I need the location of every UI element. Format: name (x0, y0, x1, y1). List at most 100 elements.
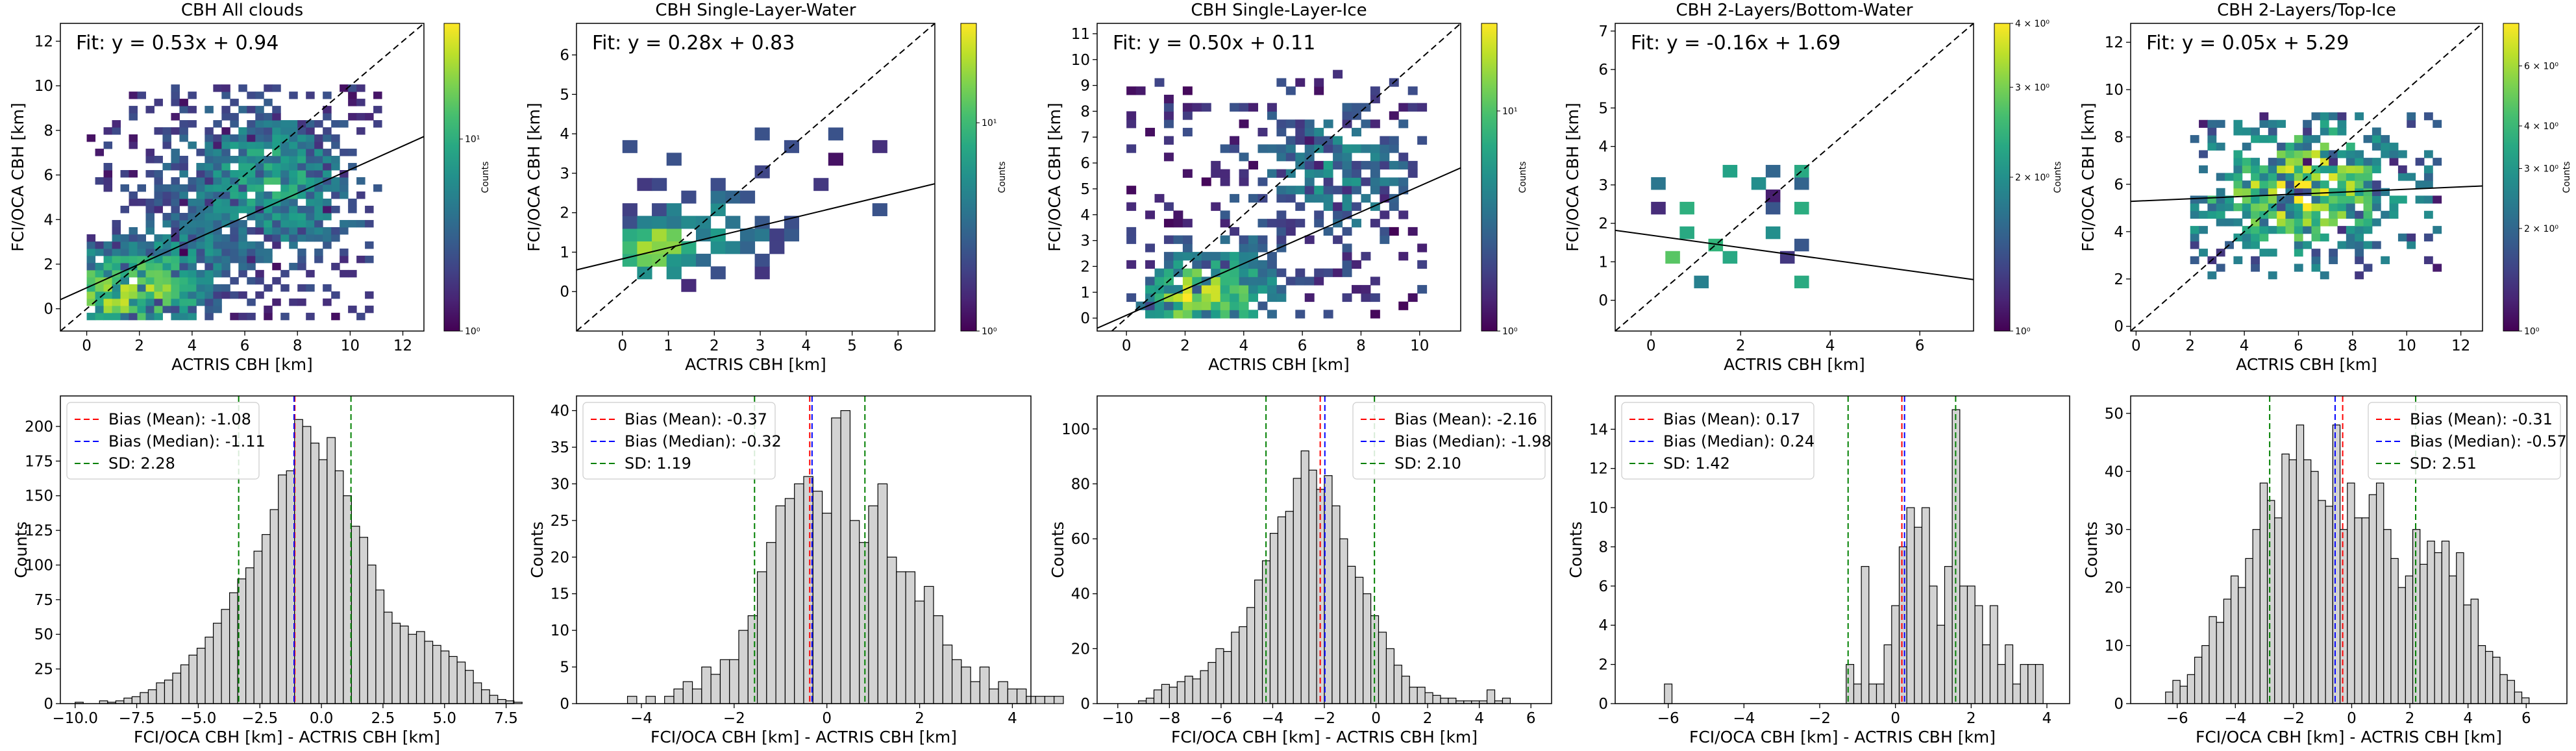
heatmap-cell (154, 177, 163, 185)
heatmap-cell (1126, 186, 1137, 195)
heatmap-cell (145, 205, 155, 214)
heatmap-cell (1230, 136, 1240, 145)
heatmap-cell (2397, 173, 2407, 181)
heatmap-cell (179, 269, 188, 278)
heatmap-cell (103, 269, 113, 278)
histogram-bar (1035, 696, 1046, 704)
heatmap-cell (331, 205, 340, 214)
heatmap-cell (1352, 285, 1361, 294)
heatmap-cell (1370, 86, 1380, 95)
heatmap-cell (2346, 226, 2355, 234)
histogram-bar (989, 688, 999, 704)
y-tick-label: 20 (1071, 641, 1090, 658)
heatmap-cell (196, 284, 205, 292)
histogram-bar (942, 645, 953, 704)
heatmap-cell (238, 227, 247, 235)
heatmap-cell (297, 177, 306, 185)
heatmap-cell (2397, 233, 2407, 241)
axes-frame (60, 23, 425, 332)
x-tick-label: 0 (1122, 338, 1132, 354)
heatmap-cell (2433, 264, 2442, 272)
heatmap-cell (1285, 136, 1296, 145)
heatmap-cell (154, 191, 163, 199)
histogram-bar (1153, 689, 1163, 704)
heatmap-cell (297, 219, 306, 228)
heatmap-cell (1276, 268, 1287, 277)
heatmap-cell (1304, 177, 1315, 186)
heatmap-cell (280, 134, 290, 142)
x-tick-label: 2.5 (371, 710, 395, 727)
heatmap-cell (2216, 264, 2225, 272)
heatmap-cell (2363, 135, 2373, 143)
heatmap-cell (1398, 177, 1409, 186)
heatmap-cell (1173, 235, 1183, 244)
heatmap-cell (86, 269, 96, 278)
heatmap-cell (103, 248, 113, 256)
heatmap-cell (204, 156, 214, 164)
heatmap-cell (272, 127, 281, 135)
heatmap-cell (221, 291, 230, 299)
heatmap-cell (196, 277, 205, 285)
y-tick-label: 5 (560, 659, 569, 676)
heatmap-cell (681, 278, 697, 292)
heatmap-cell (171, 262, 180, 271)
fit-annotation: Fit: y = 0.53x + 0.94 (76, 32, 279, 55)
heatmap-cell (120, 241, 130, 249)
heatmap-cell (179, 291, 188, 299)
heatmap-cell (306, 156, 315, 164)
heatmap-cell (1154, 78, 1165, 87)
histogram-bar (2288, 459, 2297, 704)
heatmap-cell (2407, 112, 2416, 121)
chart-title: CBH All clouds (181, 1, 303, 20)
colorbar-tick-label: 4 × 10⁰ (2015, 19, 2050, 29)
heatmap-cell (86, 134, 96, 142)
heatmap-cell (137, 184, 146, 192)
heatmap-cell (2259, 112, 2269, 121)
histogram-bar (318, 459, 328, 704)
heatmap-cell (2277, 180, 2286, 189)
heatmap-cell (1333, 210, 1343, 219)
heatmap-cell (1314, 78, 1324, 87)
heatmap-cell (103, 312, 113, 321)
heatmap-cell (1694, 275, 1709, 289)
heatmap-cell (2294, 165, 2303, 173)
heatmap-cell (710, 178, 726, 191)
heatmap-cell (137, 234, 146, 242)
heatmap-cell (2268, 195, 2277, 204)
legend-entry: Bias (Mean): -0.31 (2410, 410, 2553, 428)
heatmap-cells (1126, 69, 1428, 319)
heatmap-cell (1276, 153, 1287, 162)
histogram-bar (1176, 681, 1185, 704)
histogram-bar (1016, 688, 1027, 704)
heatmap-cell (2259, 165, 2269, 173)
x-tick-label: 7.5 (494, 710, 518, 727)
histogram-bar (1966, 585, 1975, 704)
histogram-bar (682, 681, 693, 704)
heatmap-cell (2259, 218, 2269, 227)
heatmap-cell (238, 84, 247, 92)
heatmap-cell (204, 191, 214, 199)
heatmap-cell (247, 142, 256, 149)
histogram-bar (2499, 674, 2508, 704)
heatmap-cell (1276, 219, 1287, 228)
x-tick-label: 2 (710, 338, 719, 354)
heatmap-cell (652, 203, 667, 217)
heatmap-cell (162, 291, 171, 299)
heatmap-cell (1201, 301, 1211, 310)
heatmap-cell (297, 120, 306, 128)
histogram-bar (2310, 471, 2319, 704)
heatmap-cell (2190, 203, 2199, 212)
heatmap-cell (1126, 293, 1137, 302)
heatmap-cell (2397, 150, 2407, 158)
histogram-bar (172, 672, 182, 704)
heatmap-cell (2277, 158, 2286, 166)
heatmap-cell (2329, 256, 2338, 264)
heatmap-cell (1192, 260, 1202, 269)
heatmap-cell (230, 113, 239, 121)
heatmap-cell (154, 241, 163, 249)
heatmap-cell (356, 99, 365, 106)
